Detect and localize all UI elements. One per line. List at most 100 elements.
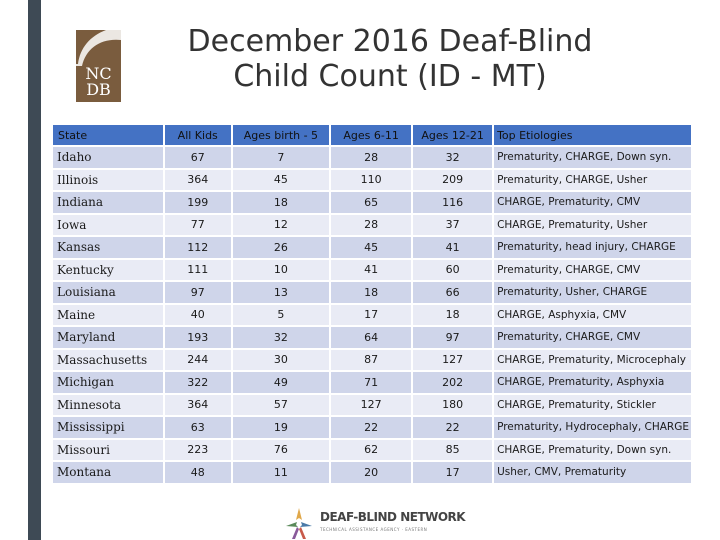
cell-ages-6-11: 18 — [331, 282, 414, 303]
cell-all-kids: 112 — [164, 237, 233, 258]
cell-top-etiologies: CHARGE, Prematurity, Usher — [494, 214, 691, 235]
cell-ages-birth-5: 19 — [232, 417, 332, 438]
cell-state: Idaho — [53, 147, 165, 168]
cell-ages-12-21: 85 — [413, 439, 495, 460]
cell-all-kids: 97 — [164, 282, 233, 303]
cell-state: Maine — [53, 304, 165, 325]
header-all-kids: All Kids — [164, 125, 233, 145]
cell-all-kids: 111 — [164, 259, 233, 280]
cell-ages-12-21: 41 — [413, 237, 495, 258]
cell-state: Minnesota — [53, 394, 165, 415]
cell-ages-12-21: 32 — [413, 147, 495, 168]
cell-all-kids: 77 — [164, 214, 233, 235]
cell-state: Iowa — [53, 214, 165, 235]
cell-ages-birth-5: 12 — [232, 214, 332, 235]
cell-ages-12-21: 180 — [413, 394, 495, 415]
table-header-row: State All Kids Ages birth - 5 Ages 6-11 … — [53, 125, 691, 145]
table-row: Idaho 67 7 28 32 Prematurity, CHARGE, Down sy… — [53, 147, 691, 168]
cell-top-etiologies: Prematurity, CHARGE, Usher — [494, 169, 691, 190]
table-body: Idaho 67 7 28 32 Prematurity, CHARGE, Down sy… — [53, 147, 691, 483]
table-row: Kansas 112 26 45 41 Prematurity, head injury,… — [53, 237, 691, 258]
network-star-icon — [286, 508, 312, 539]
cell-ages-6-11: 22 — [331, 417, 414, 438]
cell-ages-12-21: 202 — [413, 372, 495, 393]
cell-ages-12-21: 22 — [413, 417, 495, 438]
cell-top-etiologies: Prematurity, CHARGE, CMV — [494, 259, 691, 280]
table-row: Michigan 322 49 71 202 CHARGE, Prematurity, A… — [53, 372, 691, 393]
cell-state: Louisiana — [53, 282, 165, 303]
cell-top-etiologies: Prematurity, CHARGE, CMV — [494, 327, 691, 348]
table-row: Maryland 193 32 64 97 Prematurity, CHARGE, CM… — [53, 327, 691, 348]
cell-ages-birth-5: 13 — [232, 282, 332, 303]
cell-all-kids: 67 — [164, 147, 233, 168]
cell-ages-12-21: 18 — [413, 304, 495, 325]
child-count-table: State All Kids Ages birth - 5 Ages 6-11 … — [53, 123, 691, 485]
cell-ages-6-11: 41 — [331, 259, 414, 280]
header-state: State — [53, 125, 165, 145]
cell-all-kids: 364 — [164, 169, 233, 190]
cell-state: Massachusetts — [53, 349, 165, 370]
table-row: Massachusetts 244 30 87 127 CHARGE, Prematuri… — [53, 349, 691, 370]
left-accent-bar — [28, 0, 41, 540]
cell-all-kids: 223 — [164, 439, 233, 460]
cell-ages-birth-5: 30 — [232, 349, 332, 370]
cell-top-etiologies: CHARGE, Asphyxia, CMV — [494, 304, 691, 325]
cell-ages-birth-5: 49 — [232, 372, 332, 393]
cell-all-kids: 193 — [164, 327, 233, 348]
cell-ages-6-11: 28 — [331, 214, 414, 235]
footer-network-name: DEAF-BLIND NETWORK — [320, 510, 466, 524]
cell-top-etiologies: Prematurity, CHARGE, Down syn. — [494, 147, 691, 168]
cell-ages-birth-5: 18 — [232, 192, 332, 213]
cell-top-etiologies: Prematurity, Usher, CHARGE — [494, 282, 691, 303]
cell-all-kids: 244 — [164, 349, 233, 370]
cell-ages-6-11: 17 — [331, 304, 414, 325]
cell-ages-12-21: 127 — [413, 349, 495, 370]
cell-state: Indiana — [53, 192, 165, 213]
cell-all-kids: 48 — [164, 462, 233, 483]
cell-ages-birth-5: 76 — [232, 439, 332, 460]
logo-text-nc: NC — [85, 64, 112, 83]
cell-top-etiologies: Prematurity, Hydrocephaly, CHARGE — [494, 417, 691, 438]
cell-state: Mississippi — [53, 417, 165, 438]
cell-top-etiologies: Usher, CMV, Prematurity — [494, 462, 691, 483]
cell-ages-6-11: 28 — [331, 147, 414, 168]
cell-ages-12-21: 66 — [413, 282, 495, 303]
cell-ages-birth-5: 45 — [232, 169, 332, 190]
cell-ages-birth-5: 26 — [232, 237, 332, 258]
footer-network-subtitle: TECHNICAL ASSISTANCE AGENCY · EASTERN — [320, 527, 428, 532]
cell-state: Missouri — [53, 439, 165, 460]
cell-ages-12-21: 37 — [413, 214, 495, 235]
table-row: Kentucky 111 10 41 60 Prematurity, CHARGE, CM… — [53, 259, 691, 280]
header-ages-6-11: Ages 6-11 — [331, 125, 414, 145]
cell-all-kids: 322 — [164, 372, 233, 393]
table-row: Indiana 199 18 65 116 CHARGE, Prematurity, CM… — [53, 192, 691, 213]
cell-ages-6-11: 87 — [331, 349, 414, 370]
cell-ages-12-21: 17 — [413, 462, 495, 483]
table-row: Illinois 364 45 110 209 Prematurity, CHARGE, … — [53, 169, 691, 190]
cell-ages-6-11: 71 — [331, 372, 414, 393]
header-top-etiologies: Top Etiologies — [494, 125, 691, 145]
table-row: Missouri 223 76 62 85 CHARGE, Prematurity, Do… — [53, 439, 691, 460]
cell-ages-12-21: 97 — [413, 327, 495, 348]
deaf-blind-network-logo: DEAF-BLIND NETWORK TECHNICAL ASSISTANCE … — [282, 506, 466, 540]
logo-swoosh-icon — [76, 30, 121, 66]
cell-ages-12-21: 116 — [413, 192, 495, 213]
table-row: Louisiana 97 13 18 66 Prematurity, Usher, CHA… — [53, 282, 691, 303]
cell-ages-6-11: 65 — [331, 192, 414, 213]
cell-ages-12-21: 60 — [413, 259, 495, 280]
cell-ages-6-11: 45 — [331, 237, 414, 258]
cell-top-etiologies: CHARGE, Prematurity, Down syn. — [494, 439, 691, 460]
cell-all-kids: 40 — [164, 304, 233, 325]
cell-all-kids: 364 — [164, 394, 233, 415]
cell-ages-birth-5: 57 — [232, 394, 332, 415]
cell-all-kids: 199 — [164, 192, 233, 213]
cell-ages-6-11: 127 — [331, 394, 414, 415]
cell-ages-birth-5: 10 — [232, 259, 332, 280]
table-row: Montana 48 11 20 17 Usher, CMV, Prematurity — [53, 462, 691, 483]
cell-top-etiologies: CHARGE, Prematurity, Stickler — [494, 394, 691, 415]
table-row: Minnesota 364 57 127 180 CHARGE, Prematurity,… — [53, 394, 691, 415]
cell-state: Kansas — [53, 237, 165, 258]
cell-state: Montana — [53, 462, 165, 483]
cell-all-kids: 63 — [164, 417, 233, 438]
header-ages-birth-5: Ages birth - 5 — [232, 125, 332, 145]
